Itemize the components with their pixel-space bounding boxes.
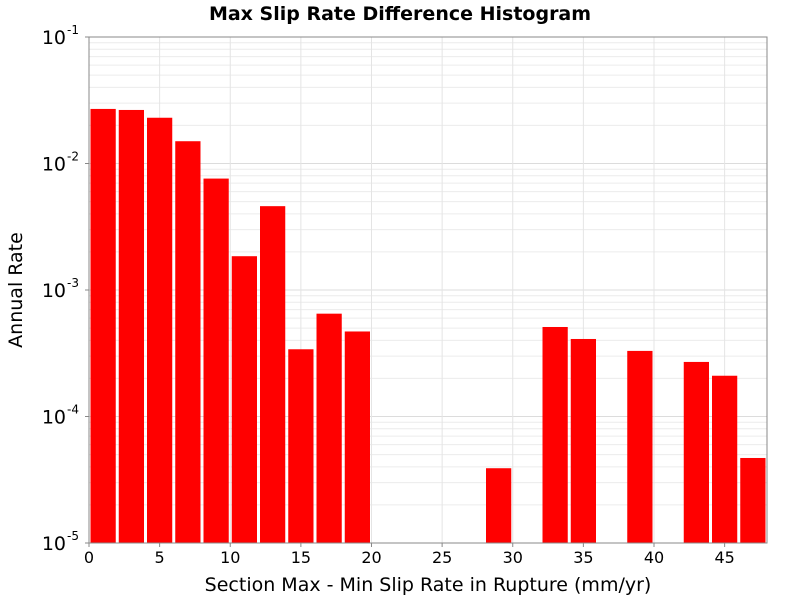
x-tick-label: 35	[573, 548, 593, 567]
histogram-bar	[90, 108, 116, 543]
histogram-bar	[260, 206, 286, 543]
y-tick-label: 10	[42, 154, 66, 176]
histogram-bar	[627, 350, 653, 543]
x-axis-ticks: 0 5 10 15 20 25 30 35 40 45	[84, 543, 735, 567]
y-tick-label-exponent: -3	[67, 276, 79, 290]
y-tick-label-exponent: -4	[67, 403, 79, 417]
histogram-bar	[118, 109, 144, 543]
x-tick-label: 10	[220, 548, 240, 567]
y-tick-label: 10	[42, 27, 66, 49]
y-tick-label: 10	[42, 407, 66, 429]
y-tick-label-exponent: -1	[67, 23, 79, 37]
histogram-bar	[316, 313, 342, 543]
histogram-bar	[231, 256, 257, 543]
histogram-bar	[203, 178, 229, 543]
histogram-bar	[542, 326, 568, 543]
histogram-bar	[570, 338, 596, 543]
histogram-bar	[288, 349, 314, 543]
histogram-bar	[344, 331, 370, 543]
x-tick-label: 40	[644, 548, 664, 567]
x-tick-label: 5	[155, 548, 165, 567]
y-tick-label-exponent: -5	[67, 529, 79, 543]
x-tick-label: 30	[503, 548, 523, 567]
histogram-bar	[683, 361, 709, 543]
x-axis-label: Section Max - Min Slip Rate in Rupture (…	[205, 574, 652, 596]
y-tick-label: 10	[42, 280, 66, 302]
histogram-bar	[740, 457, 766, 543]
histogram-bar	[175, 141, 201, 543]
bars	[90, 108, 766, 544]
chart-title: Max Slip Rate Difference Histogram	[209, 3, 591, 25]
x-tick-label: 25	[432, 548, 452, 567]
x-tick-label: 20	[361, 548, 381, 567]
x-tick-label: 0	[84, 548, 94, 567]
histogram-bar	[147, 117, 173, 544]
y-tick-label: 10	[42, 533, 66, 555]
y-axis-ticks: 10-110-210-310-410-5	[42, 23, 89, 555]
histogram-bar	[486, 468, 512, 543]
x-tick-label: 45	[714, 548, 734, 567]
x-tick-label: 15	[291, 548, 311, 567]
y-axis-label: Annual Rate	[5, 232, 27, 348]
y-tick-label-exponent: -2	[67, 150, 79, 164]
histogram-bar	[712, 375, 738, 543]
